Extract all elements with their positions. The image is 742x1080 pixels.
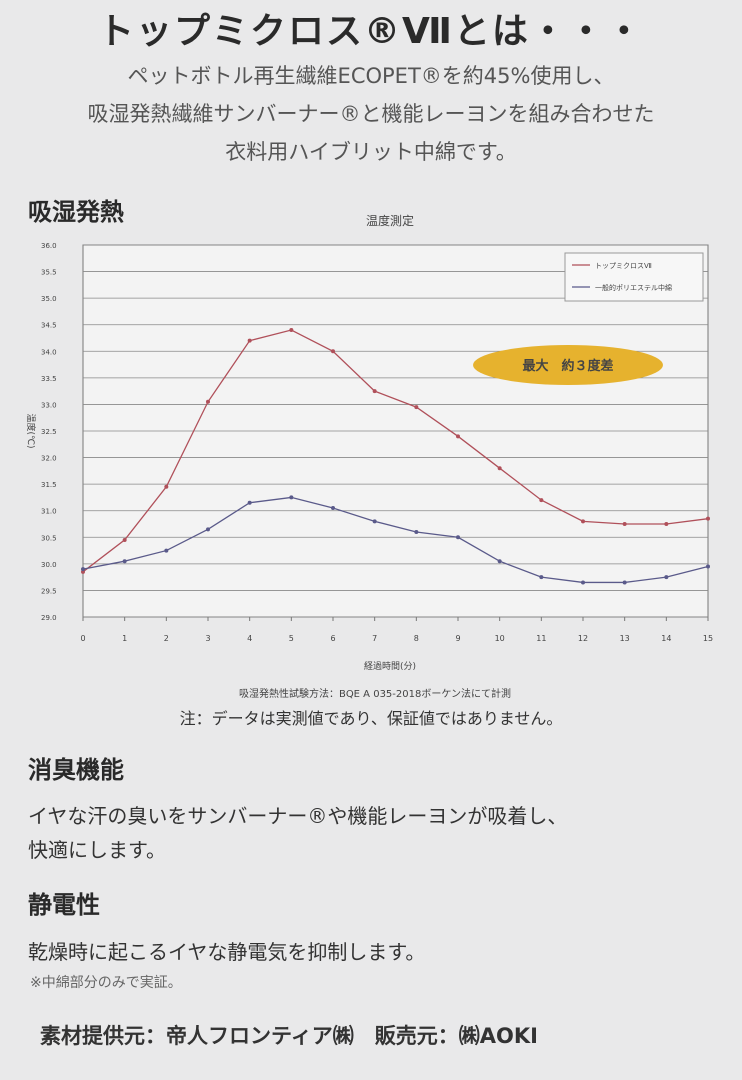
data-point (456, 535, 460, 540)
data-point (81, 567, 85, 572)
y-tick-label: 34.0 (41, 348, 57, 356)
y-tick-label: 35.5 (41, 269, 57, 277)
x-tick-label: 15 (703, 634, 713, 643)
y-tick-label: 31.0 (41, 508, 57, 516)
data-point (706, 516, 710, 521)
footer: 素材提供元：帝人フロンティア㈱ 販売元：㈱AOKI (40, 1024, 538, 1048)
y-tick-label: 36.0 (41, 242, 57, 250)
x-tick-label: 1 (122, 634, 127, 643)
data-point (497, 466, 502, 471)
y-tick-label: 34.5 (41, 322, 57, 330)
section-heading: 消臭機能 (28, 756, 124, 784)
data-point (539, 498, 544, 503)
data-point (122, 537, 127, 542)
data-point (456, 434, 460, 439)
data-point (664, 575, 669, 580)
y-tick-label: 32.0 (41, 455, 57, 463)
data-point (206, 399, 210, 404)
data-point (372, 389, 377, 394)
data-point (372, 519, 377, 524)
data-point (581, 519, 585, 524)
data-point (622, 580, 627, 585)
y-tick-label: 33.0 (41, 401, 57, 409)
intro-line: ペットボトル再生繊維ECOPET®を約45%使用し、 (127, 64, 615, 88)
series-line (82, 329, 709, 573)
x-axis-label: 経過時間(分) (364, 660, 416, 672)
y-axis-label: 温度(℃) (25, 413, 37, 448)
x-tick-label: 8 (414, 634, 419, 643)
x-tick-label: 14 (661, 634, 671, 643)
x-tick-label: 11 (536, 634, 546, 643)
y-tick-label: 29.5 (41, 587, 57, 595)
y-tick-label: 32.5 (41, 428, 57, 436)
footnote: ※中綿部分のみで実証。 (30, 975, 182, 991)
data-point (331, 349, 335, 354)
data-point (289, 495, 294, 500)
data-point (664, 522, 669, 526)
legend-label: 一般的ポリエステル中綿 (595, 283, 672, 292)
annotation: 最大 約３度差 (522, 358, 613, 374)
x-tick-label: 12 (578, 634, 588, 643)
x-tick-label: 2 (164, 634, 169, 643)
note: 注：データは実測値であり、保証値ではありません。 (179, 709, 563, 728)
chart: 温度測定 29.0 29.5 30.0 30.5 31.0 31.5 32.0 32.5 33.0… (25, 213, 713, 700)
y-tick-label: 30.0 (41, 561, 57, 569)
data-point (206, 527, 210, 532)
x-tick-label: 5 (289, 634, 294, 643)
data-point (414, 405, 419, 410)
y-tick-label: 30.5 (41, 534, 57, 542)
legend-label: トップミクロスⅦ (595, 262, 652, 270)
intro-line: 衣料用ハイブリット中綿です。 (225, 140, 517, 164)
x-tick-label: 13 (620, 634, 630, 643)
data-point (581, 580, 585, 585)
title: トップミクロス®Ⅶとは・・・ (98, 11, 644, 52)
data-point (414, 529, 419, 534)
data-point (539, 575, 544, 580)
x-tick-label: 0 (80, 634, 85, 643)
y-tick-label: 35.0 (41, 295, 57, 303)
annotation-badge (473, 345, 663, 385)
x-tick-label: 10 (495, 634, 505, 643)
series-line (82, 496, 709, 584)
y-tick-label: 33.5 (41, 375, 57, 383)
data-point (289, 328, 294, 333)
intro-line: 吸湿発熱繊維サンバーナー®と機能レーヨンを組み合わせた (87, 102, 655, 126)
legend-box (564, 252, 704, 302)
y-tick-label: 29.0 (41, 614, 57, 622)
data-point (622, 522, 627, 526)
method-note: 吸湿発熱性試験方法：BQE A 035-2018ボーケン法にて計測 (239, 687, 511, 700)
data-point (164, 484, 169, 489)
data-point (247, 500, 252, 505)
paragraph: 快適にします。 (28, 838, 166, 862)
x-tick-label: 9 (455, 634, 460, 643)
paragraph: イヤな汗の臭いをサンバーナー®や機能レーヨンが吸着し、 (28, 804, 568, 828)
data-point (247, 338, 252, 343)
data-point (122, 559, 127, 564)
section-heading: 吸湿発熱 (28, 198, 124, 226)
paragraph: 乾燥時に起こるイヤな静電気を抑制します。 (28, 940, 426, 964)
data-point (706, 564, 710, 569)
section-heading: 静電性 (28, 891, 100, 919)
data-point (164, 548, 169, 553)
x-tick-label: 7 (372, 634, 377, 643)
chart-title: 温度測定 (366, 213, 414, 228)
x-tick-label: 4 (247, 634, 252, 643)
x-tick-label: 3 (205, 634, 210, 643)
data-point (331, 506, 335, 511)
y-tick-label: 31.5 (41, 481, 57, 489)
data-point (497, 559, 502, 564)
x-tick-label: 6 (330, 634, 335, 643)
